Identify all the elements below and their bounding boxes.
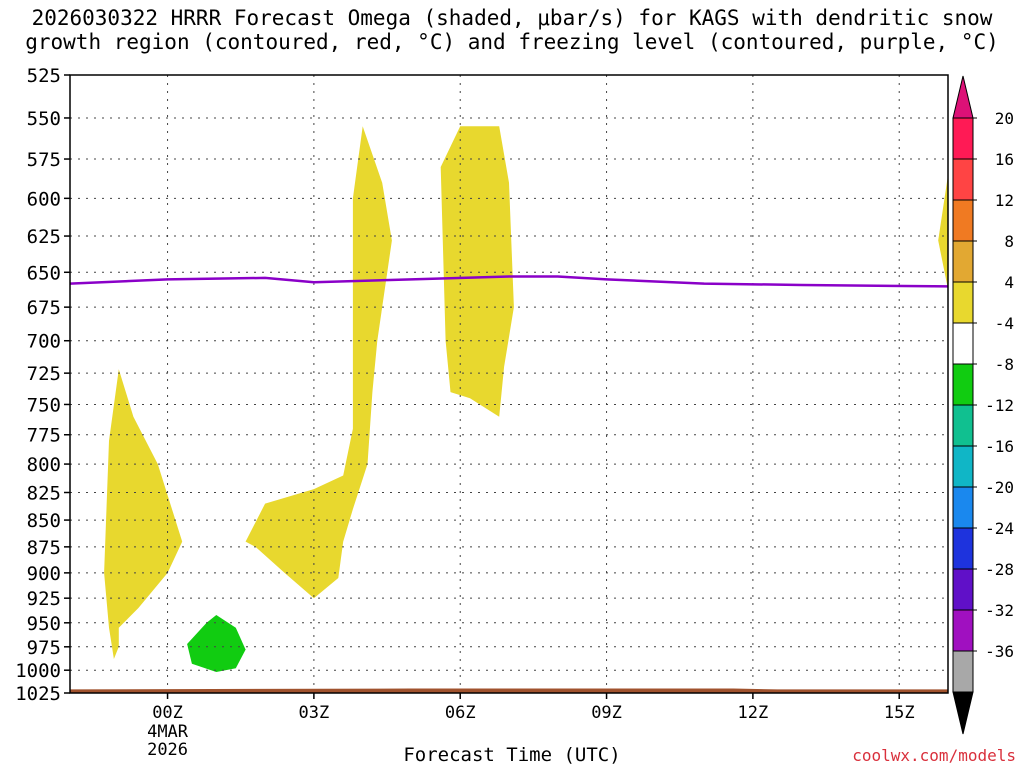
colorbar-swatch bbox=[952, 281, 974, 324]
x-tick-label: 12Z bbox=[738, 703, 769, 723]
plot-frame bbox=[69, 74, 949, 694]
x-tick-sublabel: 2026 bbox=[147, 740, 188, 760]
y-tick-label: 800 bbox=[27, 454, 61, 476]
colorbar-top-triangle bbox=[952, 75, 974, 119]
colorbar-swatch bbox=[952, 322, 974, 365]
y-tick-label: 775 bbox=[27, 425, 61, 447]
y-tick-label: 525 bbox=[27, 65, 61, 87]
colorbar-swatch bbox=[952, 568, 974, 611]
y-tick-label: 900 bbox=[27, 563, 61, 585]
y-tick-label: 950 bbox=[27, 613, 61, 635]
colorbar-swatch bbox=[952, 609, 974, 652]
colorbar-swatch bbox=[952, 404, 974, 447]
y-tick-label: 625 bbox=[27, 226, 61, 248]
y-tick-label: 975 bbox=[27, 637, 61, 659]
y-tick-label: 850 bbox=[27, 510, 61, 532]
colorbar-label: -4 bbox=[995, 314, 1014, 333]
y-tick-label: 1000 bbox=[15, 660, 61, 682]
y-tick-label: 600 bbox=[27, 188, 61, 210]
x-axis-label: Forecast Time (UTC) bbox=[403, 744, 621, 766]
y-tick-label: 725 bbox=[27, 363, 61, 385]
colorbar-swatch bbox=[952, 117, 974, 160]
colorbar-label: -20 bbox=[985, 478, 1014, 497]
omega-region-2 bbox=[245, 126, 392, 599]
y-tick-label: 875 bbox=[27, 537, 61, 559]
terrain-fill bbox=[70, 688, 948, 693]
colorbar-label: 12 bbox=[995, 191, 1014, 210]
omega-region-3 bbox=[440, 126, 514, 417]
y-tick-label: 650 bbox=[27, 262, 61, 284]
y-tick-label: 700 bbox=[27, 331, 61, 353]
colorbar-label: -8 bbox=[995, 355, 1014, 374]
x-tick-label: 09Z bbox=[591, 703, 622, 723]
credit-link[interactable]: coolwx.com/models bbox=[852, 746, 1016, 765]
colorbar-bottom-triangle bbox=[952, 691, 974, 735]
y-tick-label: 925 bbox=[27, 588, 61, 610]
y-tick-label: 825 bbox=[27, 482, 61, 504]
omega-region-4 bbox=[938, 175, 948, 290]
colorbar-label: 8 bbox=[1004, 232, 1014, 251]
colorbar-swatch bbox=[952, 445, 974, 488]
colorbar-label: -32 bbox=[985, 601, 1014, 620]
x-tick-label: 03Z bbox=[299, 703, 330, 723]
colorbar-swatch bbox=[952, 527, 974, 570]
chart-title: 2026030322 HRRR Forecast Omega (shaded, … bbox=[0, 6, 1024, 54]
colorbar-swatch bbox=[952, 199, 974, 242]
y-tick-label: 575 bbox=[27, 149, 61, 171]
colorbar-swatch bbox=[952, 240, 974, 283]
x-tick-sublabel: 4MAR bbox=[147, 722, 189, 742]
colorbar-label: 16 bbox=[995, 150, 1014, 169]
colorbar-swatch bbox=[952, 158, 974, 201]
colorbar-label: -36 bbox=[985, 642, 1014, 661]
colorbar-label: -12 bbox=[985, 396, 1014, 415]
colorbar-label: -28 bbox=[985, 560, 1014, 579]
chart-title-line-1: 2026030322 HRRR Forecast Omega (shaded, … bbox=[31, 6, 993, 30]
freezing-level-line bbox=[69, 275, 949, 288]
colorbar-label: 20 bbox=[995, 109, 1014, 128]
y-tick-label: 750 bbox=[27, 394, 61, 416]
y-tick-label: 550 bbox=[27, 108, 61, 130]
y-tick-label: 675 bbox=[27, 297, 61, 319]
colorbar-label: 4 bbox=[1004, 273, 1014, 292]
chart-title-line-2: growth region (contoured, red, °C) and f… bbox=[25, 30, 999, 54]
colorbar-label: -24 bbox=[985, 519, 1014, 538]
x-tick-label: 15Z bbox=[884, 703, 915, 723]
colorbar-swatch bbox=[952, 363, 974, 406]
colorbar-swatch bbox=[952, 650, 974, 693]
omega-region-1 bbox=[104, 369, 183, 659]
colorbar-label: -16 bbox=[985, 437, 1014, 456]
x-tick-label: 06Z bbox=[445, 703, 476, 723]
x-tick-label: 00Z bbox=[152, 703, 183, 723]
y-tick-label: 1025 bbox=[15, 683, 61, 705]
omega-region-5 bbox=[187, 615, 246, 672]
colorbar-swatch bbox=[952, 486, 974, 529]
